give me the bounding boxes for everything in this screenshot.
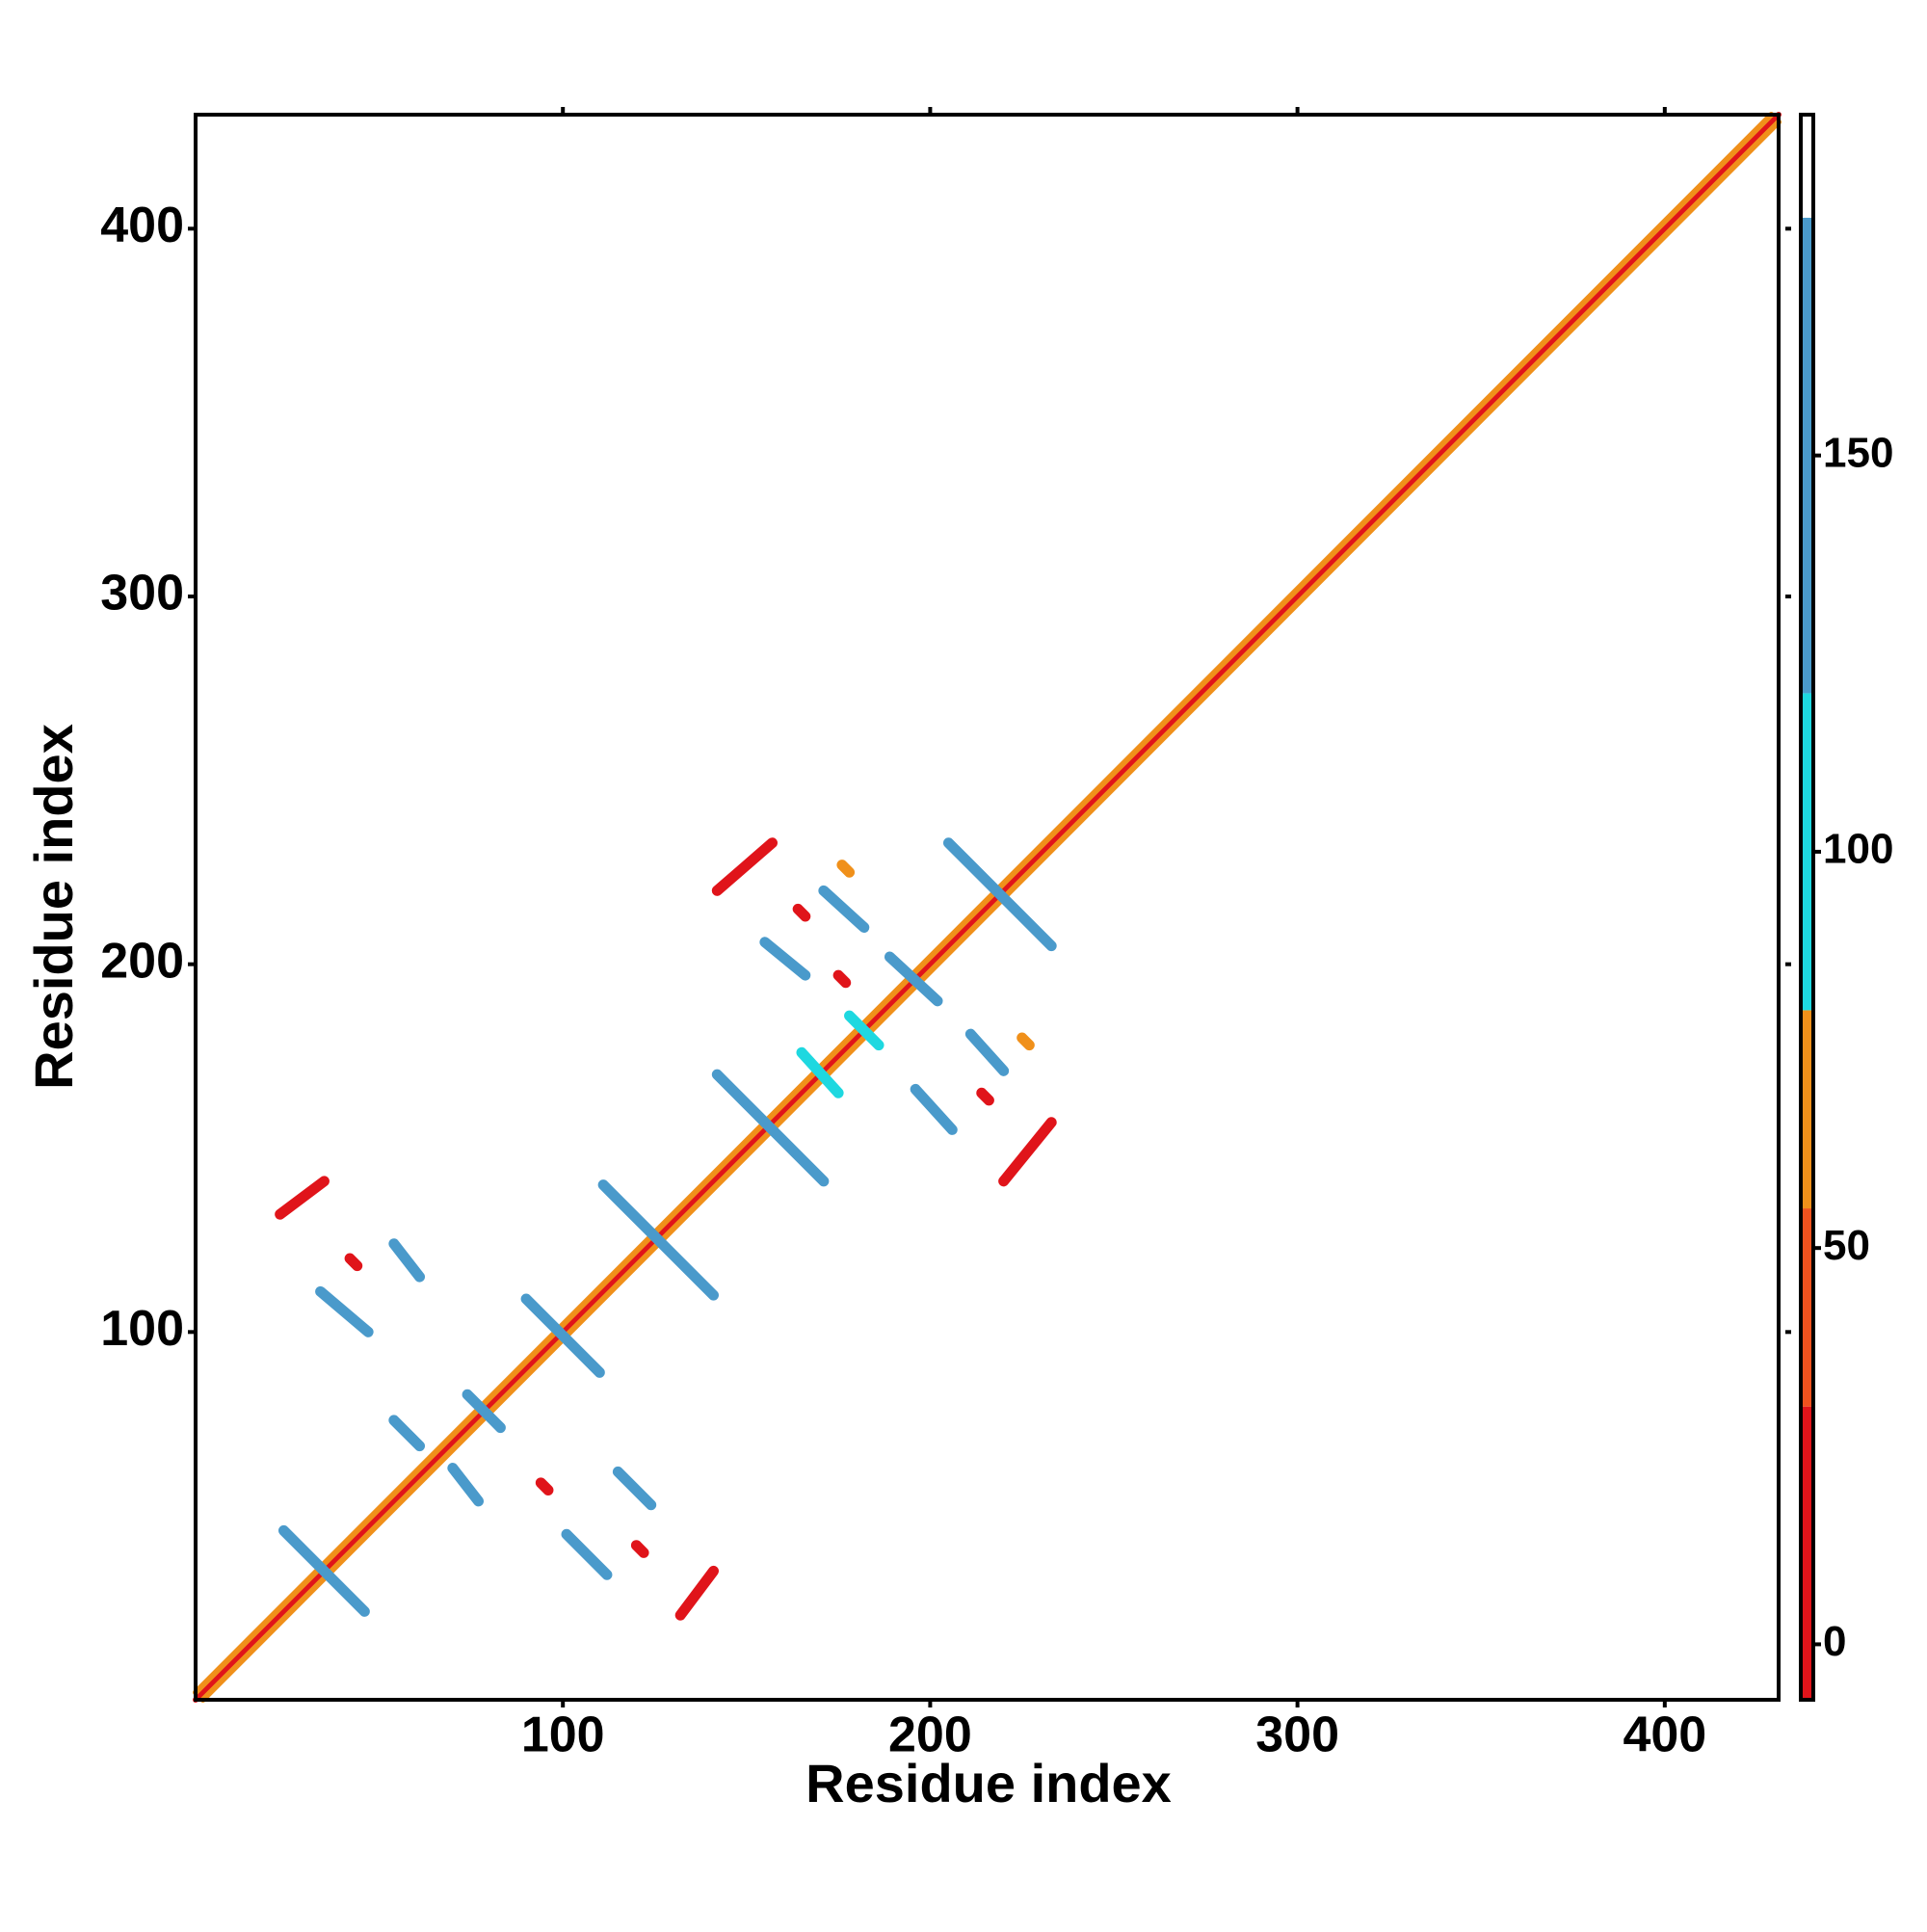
contact-band xyxy=(942,837,1057,952)
colorbar-tick-label: 100 xyxy=(1823,826,1893,873)
contact-band xyxy=(388,1415,426,1452)
colorbar-tick-label: 0 xyxy=(1823,1618,1846,1665)
contact-band xyxy=(711,1069,830,1187)
contact-band xyxy=(964,1028,1010,1076)
contact-band xyxy=(796,1046,844,1098)
contact-band xyxy=(832,969,852,989)
contact-band xyxy=(193,112,1782,1703)
y-tick-label: 400 xyxy=(100,198,184,253)
contact-band xyxy=(630,1540,649,1558)
contact-band xyxy=(1016,1032,1035,1051)
colorbar-tick-label: 50 xyxy=(1823,1222,1870,1269)
y-tick-label: 200 xyxy=(100,933,184,989)
contact-band xyxy=(998,1117,1057,1187)
x-tick-label: 100 xyxy=(521,1707,605,1763)
colorbar-step xyxy=(1801,1208,1813,1407)
contact-band xyxy=(976,1087,994,1106)
contact-band xyxy=(447,1463,485,1507)
x-tick-label: 400 xyxy=(1623,1707,1706,1763)
contact-band xyxy=(844,1010,884,1051)
contact-band xyxy=(277,1524,370,1617)
y-tick-label: 300 xyxy=(100,566,184,622)
contact-band xyxy=(759,937,811,981)
x-tick-label: 200 xyxy=(888,1707,972,1763)
colorbar-step xyxy=(1801,115,1813,218)
colorbar-frame xyxy=(1799,113,1815,1702)
contact-band xyxy=(612,1466,657,1511)
plot-frame xyxy=(194,113,1781,1702)
contact-band xyxy=(344,1253,363,1272)
contact-band xyxy=(520,1293,605,1378)
contact-band xyxy=(884,951,943,1007)
contact-band xyxy=(535,1477,554,1495)
colorbar-tick-label: 150 xyxy=(1823,429,1893,476)
colorbar-step xyxy=(1801,693,1813,1011)
y-tick-label: 100 xyxy=(100,1301,184,1357)
contact-band xyxy=(836,860,856,878)
contact-band xyxy=(792,903,811,922)
y-axis-title: Residue index xyxy=(23,724,84,1090)
contact-band xyxy=(315,1285,374,1337)
colorbar-step xyxy=(1801,217,1813,694)
contact-band xyxy=(193,112,1775,1696)
contact-band xyxy=(388,1238,426,1283)
x-axis-title: Residue index xyxy=(805,1753,1172,1813)
contact-band xyxy=(711,837,778,896)
contact-band xyxy=(910,1083,958,1135)
colorbar-step xyxy=(1801,1010,1813,1209)
x-tick-label: 300 xyxy=(1255,1707,1339,1763)
contact-band xyxy=(275,1176,330,1220)
contact-band xyxy=(818,885,870,933)
contact-band xyxy=(597,1179,720,1301)
contact-band xyxy=(199,119,1782,1703)
contact-band xyxy=(674,1565,720,1621)
colorbar-step xyxy=(1801,1406,1813,1700)
contact-band xyxy=(462,1389,506,1434)
contact-band xyxy=(561,1528,613,1580)
